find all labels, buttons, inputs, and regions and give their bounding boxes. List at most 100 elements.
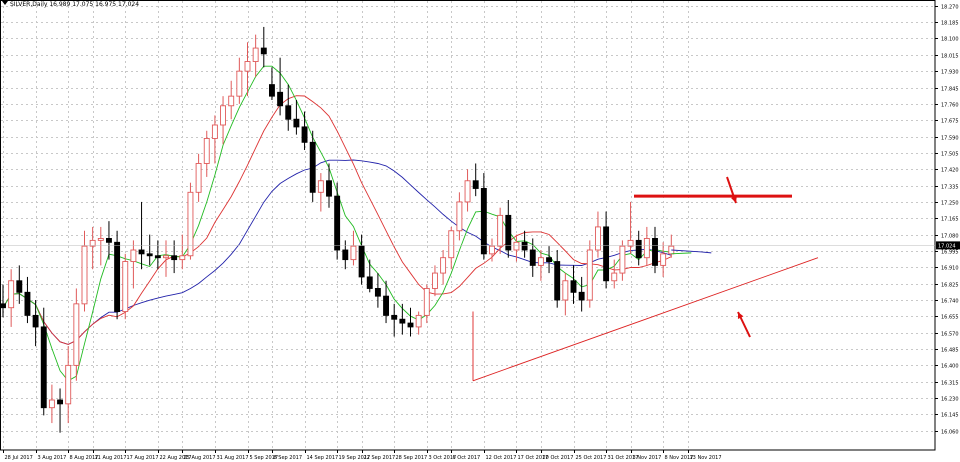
x-tick-label: 22 Aug 2017	[160, 455, 192, 461]
candle-bear	[334, 195, 341, 251]
x-tick-label: 25 Aug 2017	[184, 455, 216, 461]
candle-bull	[432, 272, 438, 289]
y-tick-label: 16.485	[941, 348, 959, 354]
candle-bull	[595, 226, 601, 251]
candle-bear	[138, 249, 145, 255]
candle-bull	[48, 399, 55, 409]
x-tick-label: 28 Sep 2017	[396, 455, 428, 461]
y-tick-label: 17.675	[941, 119, 959, 125]
candle-bull	[81, 245, 88, 305]
arrow-down-head	[731, 196, 737, 203]
y-tick-label: 17.505	[941, 152, 959, 158]
candle-bull	[236, 70, 243, 97]
candle-bear	[407, 322, 414, 328]
candle-bear	[480, 188, 487, 255]
candle-bear	[105, 238, 112, 243]
chart-header: SILVER,Daily 16.989 17.075 16.975 17.024	[2, 1, 139, 8]
x-tick-label: 19 Sep 2017	[339, 455, 371, 461]
candle-bear	[578, 291, 585, 301]
x-tick-label: 5 Sep 2017	[250, 455, 279, 461]
x-tick-label: 22 Sep 2017	[364, 455, 396, 461]
y-tick-label: 17.080	[941, 234, 959, 240]
candle-bear	[342, 249, 349, 261]
x-tick-label: 3 Aug 2017	[38, 455, 67, 461]
candle-bear	[374, 288, 381, 297]
candle-bear	[366, 276, 373, 289]
y-tick-label: 18.270	[941, 5, 959, 11]
candle-bull	[586, 249, 593, 301]
candle-bear	[326, 180, 332, 197]
candle-bull	[65, 364, 72, 405]
candle-bear	[285, 105, 292, 120]
candle-bull	[317, 180, 324, 193]
y-tick-label: 17.250	[941, 201, 959, 207]
candle-bear	[16, 280, 23, 293]
candle-bear	[505, 214, 512, 251]
candle-bull	[203, 138, 210, 164]
candle-bear	[570, 280, 577, 293]
candle-bull	[440, 257, 447, 274]
y-tick-label: 16.655	[941, 315, 959, 321]
candle-bull	[179, 255, 186, 261]
candle-bear	[554, 261, 561, 301]
candle-bear	[260, 47, 267, 55]
x-tick-label: 8 Nov 2017	[665, 455, 694, 461]
candle-bull	[423, 288, 430, 316]
candle-bear	[521, 241, 528, 251]
candle-bull	[415, 314, 422, 328]
chevron-down-icon[interactable]	[2, 1, 8, 5]
candle-bull	[244, 61, 251, 72]
y-tick-label: 17.845	[941, 87, 959, 93]
candle-bear	[0, 303, 6, 309]
candle-bear	[472, 180, 479, 189]
x-tick-label: 31 Aug 2017	[217, 455, 249, 461]
candle-bear	[57, 399, 63, 405]
candle-bear	[301, 126, 308, 143]
x-tick-label: 3 Oct 2017	[429, 455, 457, 461]
candle-bear	[652, 238, 658, 266]
x-tick-label: 12 Oct 2017	[486, 455, 517, 461]
y-tick-label: 17.420	[941, 168, 959, 174]
candle-bull	[122, 261, 129, 312]
candle-bear	[277, 91, 284, 107]
y-tick-label: 16.060	[941, 430, 959, 436]
y-tick-label: 18.100	[941, 37, 959, 43]
candle-bear	[309, 141, 316, 193]
candle-bull	[220, 105, 227, 126]
y-tick-label: 16.910	[941, 266, 959, 272]
candle-bull	[464, 180, 471, 203]
y-tick-label: 16.570	[941, 332, 959, 338]
y-tick-label: 17.165	[941, 217, 959, 223]
candle-bull	[228, 95, 235, 107]
candle-bear	[171, 255, 178, 261]
candle-bull	[73, 303, 80, 366]
symbol-ohlc-label: SILVER,Daily 16.989 17.075 16.975 17.024	[10, 1, 140, 8]
candle-bull	[8, 280, 15, 309]
candle-bear	[635, 239, 642, 259]
candle-bull	[130, 249, 137, 262]
candle-bear	[293, 118, 300, 128]
x-tick-label: 17 Aug 2017	[127, 455, 159, 461]
y-tick-label: 16.825	[941, 283, 959, 289]
candle-bear	[154, 255, 161, 259]
y-tick-label: 17.590	[941, 136, 959, 142]
candle-bull	[252, 47, 259, 62]
x-tick-label: 14 Sep 2017	[307, 455, 339, 461]
candle-bull	[195, 163, 202, 193]
y-tick-label: 16.740	[941, 299, 959, 305]
x-tick-label: 25 Oct 2017	[576, 455, 607, 461]
candle-bull	[562, 280, 569, 301]
candle-bull	[97, 238, 104, 241]
y-tick-label: 16.315	[941, 381, 959, 387]
candle-bear	[391, 314, 398, 320]
candle-bull	[456, 201, 463, 232]
y-tick-label: 16.995	[941, 250, 959, 256]
x-tick-label: 3 Nov 2017	[633, 455, 662, 461]
y-tick-label: 16.400	[941, 364, 959, 370]
y-tick-label: 18.015	[941, 54, 959, 60]
y-tick-label: 17.760	[941, 103, 959, 109]
ma-slow-tail	[671, 249, 712, 254]
x-tick-label: 31 Oct 2017	[608, 455, 639, 461]
plot-frame	[0, 0, 936, 451]
